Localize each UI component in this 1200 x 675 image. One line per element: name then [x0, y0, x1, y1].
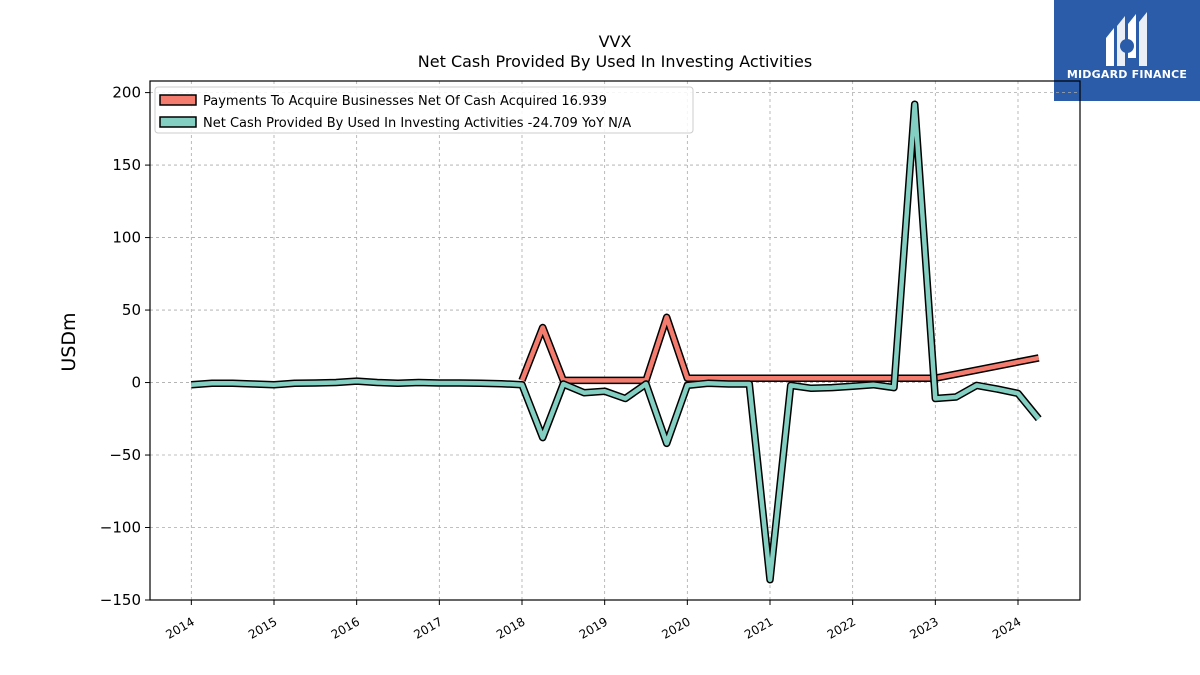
x-tick-label: 2018	[494, 614, 527, 641]
series-1-line	[519, 315, 1040, 383]
legend-swatch	[159, 116, 197, 128]
x-tick-label: 2016	[329, 614, 362, 641]
x-axis: 2014 2015 2016 2017 2018 2019 2020 2021 2022 2023…	[163, 600, 1024, 642]
x-tick-label: 2023	[907, 614, 940, 641]
y-tick-label: 100	[112, 229, 141, 247]
x-tick-label: 2021	[742, 614, 775, 641]
chart-title: VVX	[598, 32, 632, 51]
x-tick-label: 2019	[577, 614, 610, 641]
y-axis-label: USDm	[58, 312, 80, 371]
x-tick-label: 2017	[411, 614, 444, 641]
y-tick-label: −50	[109, 446, 141, 464]
plot-series	[191, 100, 1042, 584]
x-tick-label: 2020	[659, 614, 692, 641]
y-tick-label: 50	[122, 301, 141, 319]
midgard-finance-logo: MIDGARD FINANCE	[1054, 0, 1200, 101]
x-tick-label: 2022	[825, 614, 858, 641]
y-tick-label: 0	[131, 374, 141, 392]
y-tick-label: 150	[112, 156, 141, 174]
y-tick-label: −150	[100, 591, 141, 609]
y-tick-label: −100	[100, 519, 141, 537]
x-tick-label: 2014	[163, 614, 196, 641]
plot-frame	[149, 80, 1081, 601]
y-tick-label: 200	[112, 84, 141, 102]
midgard-m-logo-icon	[1106, 12, 1147, 66]
y-axis: −150 −100 −50 0 50 100 150 200	[100, 84, 150, 609]
legend: Payments To Acquire Businesses Net Of Ca…	[154, 86, 694, 134]
grid	[150, 81, 1080, 601]
legend-label: Payments To Acquire Businesses Net Of Ca…	[203, 94, 607, 109]
legend-swatch	[159, 94, 197, 106]
legend-box	[154, 86, 694, 134]
logo-text: MIDGARD FINANCE	[1066, 68, 1188, 81]
x-tick-label: 2015	[246, 614, 279, 641]
chart-subtitle: Net Cash Provided By Used In Investing A…	[417, 52, 813, 71]
x-tick-label: 2024	[990, 614, 1023, 641]
series-2-line	[191, 101, 1041, 582]
legend-label: Net Cash Provided By Used In Investing A…	[203, 116, 631, 131]
